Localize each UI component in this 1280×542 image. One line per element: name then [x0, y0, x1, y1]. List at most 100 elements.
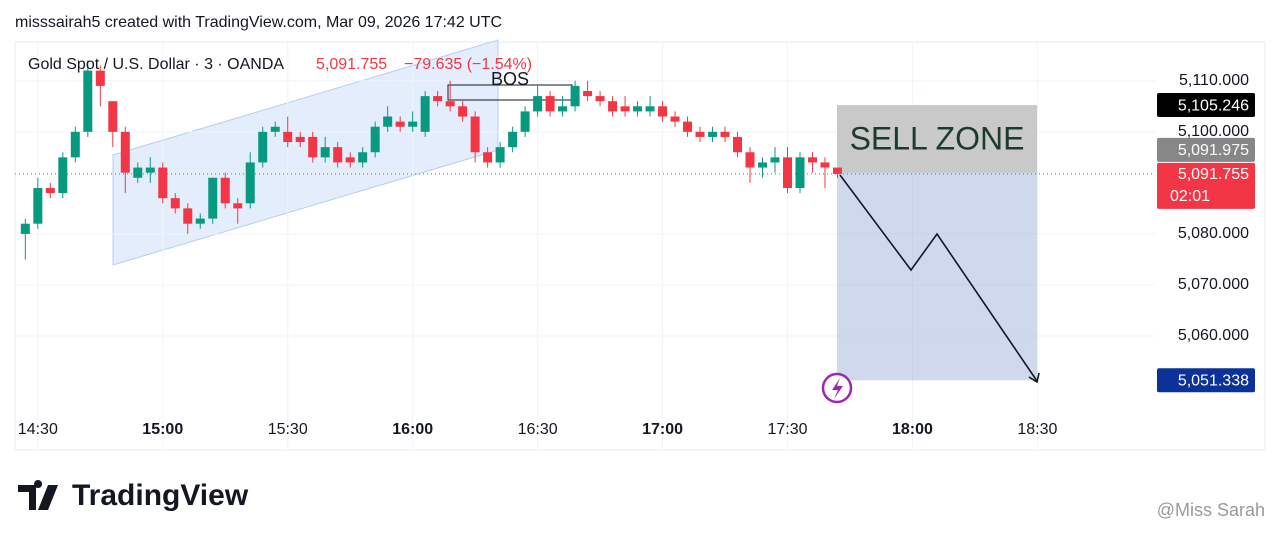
candle-body [133, 167, 143, 178]
candle-body [645, 106, 655, 112]
candle-body [383, 116, 393, 127]
candle-body [832, 167, 842, 174]
y-tick-label: 5,110.000 [1179, 72, 1249, 89]
channel [112, 39, 499, 266]
candle-body [770, 157, 780, 163]
candle-body [608, 101, 618, 112]
y-tick-label: 5,080.000 [1178, 225, 1249, 242]
candle-body [308, 136, 318, 158]
candle-body [295, 136, 305, 143]
x-tick-label: 15:30 [268, 421, 308, 438]
y-tick-label: 5,060.000 [1178, 327, 1249, 344]
candle-body [545, 96, 555, 112]
legend-change: −79.635 (−1.54%) [404, 56, 532, 73]
watermark: @Miss Sarah [1157, 500, 1265, 520]
candle-body [495, 147, 505, 163]
candle-body [458, 106, 468, 117]
candle-body [220, 177, 230, 204]
candle-body [145, 167, 155, 173]
zone-label: SELL ZONE [850, 120, 1025, 156]
candle-body [183, 208, 193, 224]
price-label-box [1157, 93, 1255, 118]
price-label: 5,091.755 [1178, 166, 1249, 183]
candle-body [533, 96, 543, 112]
arrow-head [1028, 372, 1040, 384]
x-tick-label: 14:30 [18, 421, 58, 438]
candle-body [258, 131, 268, 163]
x-tick-label: 18:30 [1017, 421, 1057, 438]
candle-body [445, 101, 455, 107]
candle-body [670, 116, 680, 122]
candle-body [508, 131, 518, 148]
candle-body [795, 157, 805, 188]
x-tick-label: 17:00 [642, 421, 683, 438]
candle-body [108, 101, 118, 132]
price-label: 5,051.338 [1178, 372, 1249, 389]
candle-body [233, 203, 243, 209]
legend-title: Gold Spot / U.S. Dollar · 3 · OANDA [28, 56, 284, 73]
candle-body [95, 70, 105, 86]
candle-body [158, 167, 168, 199]
projection-arrow [839, 174, 1038, 382]
alert-icon[interactable] [821, 372, 853, 404]
candle-body [370, 126, 380, 153]
price-label-box [1157, 368, 1255, 393]
candle-body [408, 121, 418, 127]
tradingview-logo: TradingView [18, 479, 249, 512]
candle-body [720, 131, 730, 137]
candle-body [807, 157, 817, 163]
candle-body [558, 106, 568, 112]
price-label: 5,105.246 [1178, 97, 1249, 114]
price-label: 5,091.975 [1178, 142, 1249, 159]
candle-body [195, 218, 205, 224]
candle-body [745, 152, 755, 168]
legend-price: 5,091.755 [316, 56, 387, 73]
bos-label: BOS [491, 69, 529, 89]
candle-body [633, 106, 643, 112]
candle-body [583, 90, 593, 97]
candle-body [358, 152, 368, 163]
price-label-box [1157, 137, 1255, 162]
candle-body [658, 106, 668, 117]
candle-body [395, 121, 405, 127]
logo-text: TradingView [72, 479, 249, 512]
candle-body [570, 85, 580, 107]
candle-body [695, 131, 705, 137]
candle-body [283, 131, 293, 143]
candle-body [170, 198, 180, 209]
candle-body [483, 152, 493, 163]
price-label-box [1157, 162, 1255, 209]
x-tick-label: 16:30 [518, 421, 558, 438]
candle-body [270, 126, 280, 132]
candle-body [70, 131, 80, 158]
candle-body [820, 162, 830, 168]
candle-body [333, 147, 343, 163]
candle-body [58, 157, 68, 194]
candle-body [470, 116, 480, 153]
x-tick-label: 15:00 [142, 421, 183, 438]
y-tick-label: 5,070.000 [1178, 276, 1249, 293]
candle-body [83, 70, 93, 132]
candle-body [20, 223, 30, 234]
zone-target [837, 172, 1037, 381]
candle-body [620, 106, 630, 112]
candle-body [733, 136, 743, 153]
candle-body [45, 187, 55, 194]
countdown: 02:01 [1170, 188, 1210, 205]
candle-body [683, 121, 693, 132]
candle-body [120, 131, 130, 173]
pane-border [14, 41, 1266, 451]
y-tick-label: 5,100.000 [1178, 123, 1249, 140]
x-tick-label: 17:30 [767, 421, 807, 438]
candle-body [520, 111, 530, 132]
candle-body [245, 162, 255, 204]
zone-box [837, 105, 1037, 173]
candle-body [420, 96, 430, 132]
x-tick-label: 16:00 [392, 421, 433, 438]
x-tick-label: 18:00 [892, 421, 933, 438]
candle-body [33, 187, 43, 224]
candle-body [758, 162, 768, 168]
candle-body [782, 157, 792, 188]
bos-line [447, 84, 573, 101]
